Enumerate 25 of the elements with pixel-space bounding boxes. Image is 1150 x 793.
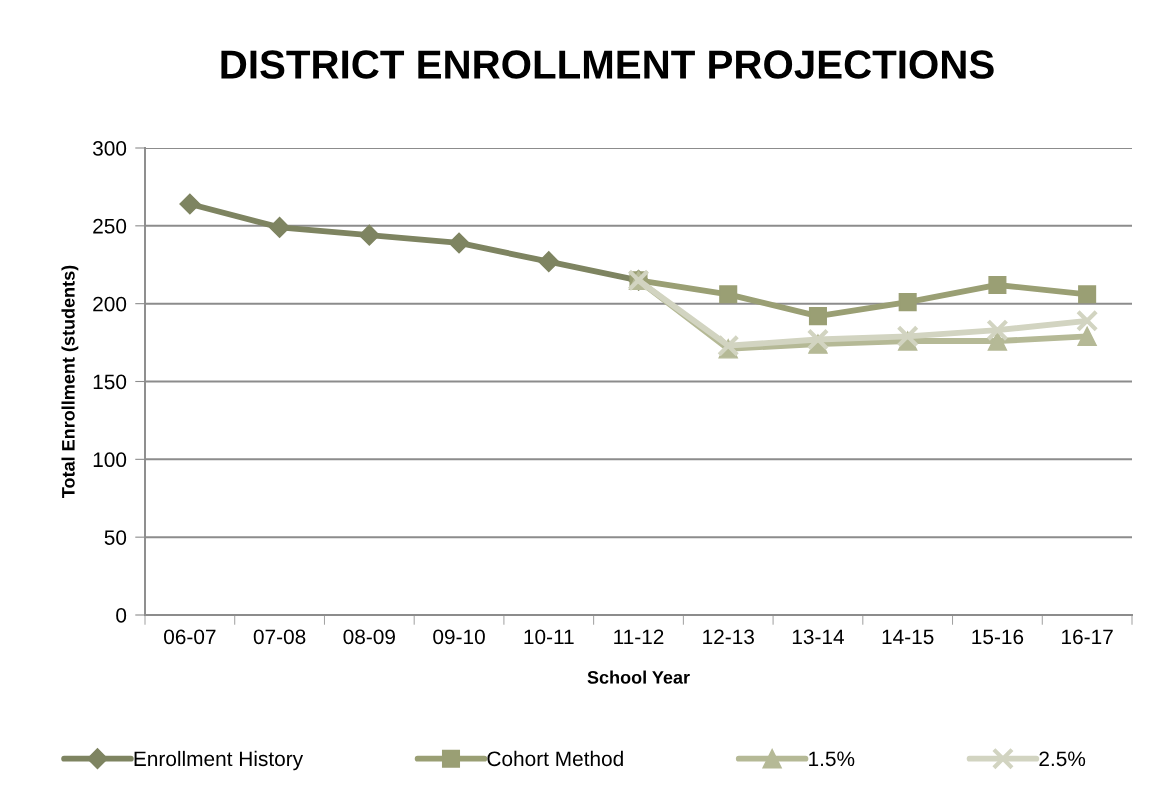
x-tick-label: 13-14 — [792, 629, 844, 645]
y-tick-label: 150 — [93, 374, 127, 390]
x-tick-label: 09-10 — [433, 629, 485, 645]
x-axis-title: School Year — [587, 670, 690, 684]
x-tick-label: 07-08 — [253, 629, 306, 645]
legend-label: Cohort Method — [487, 750, 623, 767]
y-tick-label: 100 — [93, 452, 127, 468]
x-tick-label: 12-13 — [703, 629, 754, 645]
y-tick-label: 50 — [104, 530, 127, 545]
x-tick-label: 10-11 — [524, 629, 574, 645]
legend-label: Enrollment History — [134, 750, 304, 771]
y-tick-label: 300 — [92, 141, 127, 156]
x-tick-label: 16-17 — [1062, 629, 1113, 645]
y-tick-label: 200 — [93, 296, 127, 312]
y-axis-title: Total Enrollment (students) — [61, 265, 79, 498]
x-tick-label: 11-12 — [614, 629, 664, 644]
x-tick-label: 14-15 — [882, 629, 934, 645]
y-tick-label: 0 — [116, 608, 127, 623]
x-tick-label: 15-16 — [972, 629, 1024, 645]
x-tick-label: 08-09 — [343, 629, 395, 645]
chart-title: DISTRICT ENROLLMENT PROJECTIONS — [221, 50, 994, 79]
x-tick-label: 06-07 — [164, 629, 216, 645]
legend-label: 1.5% — [809, 751, 855, 767]
legend-label: 2.5% — [1039, 751, 1086, 767]
y-tick-label: 250 — [93, 218, 127, 234]
